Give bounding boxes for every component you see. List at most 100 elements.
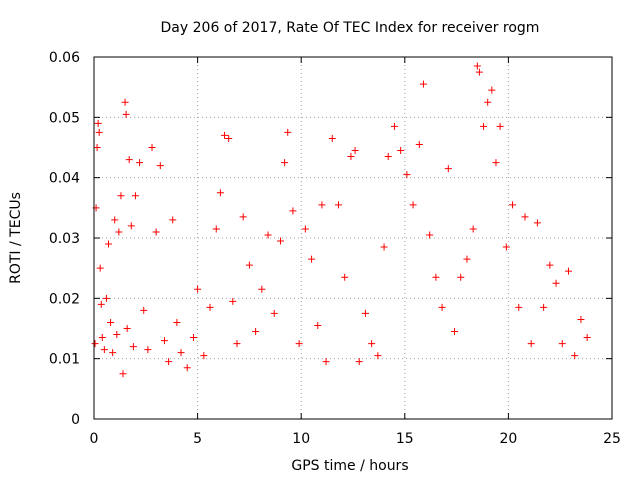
x-tick-label: 20 <box>499 431 517 447</box>
data-point <box>125 156 133 164</box>
data-point <box>341 273 349 281</box>
x-tick-label: 15 <box>396 431 414 447</box>
data-point <box>97 300 105 308</box>
data-point <box>212 225 220 233</box>
data-point <box>432 273 440 281</box>
y-tick-label: 0.06 <box>49 50 80 66</box>
data-point <box>117 192 125 200</box>
data-point <box>571 352 579 360</box>
chart-title: Day 206 of 2017, Rate Of TEC Index for r… <box>161 20 540 36</box>
x-tick-label: 10 <box>292 431 310 447</box>
y-axis-label: ROTI / TECUs <box>8 192 24 284</box>
data-point <box>100 346 108 354</box>
data-point <box>334 201 342 209</box>
data-point <box>113 331 121 339</box>
data-point <box>496 122 504 130</box>
data-point <box>107 318 115 326</box>
data-point <box>390 122 398 130</box>
data-point <box>169 216 177 224</box>
data-point <box>295 340 303 348</box>
data-point <box>318 201 326 209</box>
data-point <box>368 340 376 348</box>
data-point <box>105 240 113 248</box>
data-point <box>129 343 137 351</box>
data-point <box>245 261 253 269</box>
data-point <box>380 243 388 251</box>
data-point <box>233 340 241 348</box>
data-point <box>98 334 106 342</box>
y-tick-label: 0.05 <box>49 110 80 126</box>
data-point <box>156 162 164 170</box>
data-point <box>252 328 260 336</box>
data-point <box>194 285 202 293</box>
data-point <box>351 147 359 155</box>
data-point <box>284 128 292 136</box>
data-point <box>177 349 185 357</box>
data-point <box>492 159 500 167</box>
data-point <box>308 255 316 263</box>
data-point <box>314 321 322 329</box>
data-point <box>322 358 330 366</box>
data-point <box>515 303 523 311</box>
data-point <box>165 358 173 366</box>
data-point <box>96 264 104 272</box>
data-point <box>144 346 152 354</box>
data-point <box>426 231 434 239</box>
data-point <box>160 337 168 345</box>
data-point <box>94 119 102 127</box>
data-points <box>91 62 591 378</box>
data-point <box>229 297 237 305</box>
data-point <box>121 98 129 106</box>
data-point <box>239 213 247 221</box>
data-point <box>577 315 585 323</box>
data-point <box>502 243 510 251</box>
data-point <box>115 228 123 236</box>
y-tick-label: 0 <box>71 412 80 428</box>
data-point <box>281 159 289 167</box>
data-point <box>415 140 423 148</box>
data-point <box>457 273 465 281</box>
data-point <box>533 219 541 227</box>
data-point <box>264 231 272 239</box>
data-point <box>140 306 148 314</box>
data-point <box>131 192 139 200</box>
data-point <box>475 68 483 76</box>
data-point <box>384 153 392 161</box>
data-point <box>564 267 572 275</box>
data-point <box>109 349 117 357</box>
data-point <box>127 222 135 230</box>
x-tick-labels: 0 5 10 15 20 25 <box>90 431 621 447</box>
data-point <box>111 216 119 224</box>
data-point <box>451 328 459 336</box>
data-point <box>558 340 566 348</box>
data-point <box>289 207 297 215</box>
data-point <box>122 110 130 118</box>
data-point <box>438 303 446 311</box>
data-point <box>173 318 181 326</box>
data-point <box>225 134 233 142</box>
data-point <box>463 255 471 263</box>
data-point <box>123 325 131 332</box>
x-tick-label: 5 <box>193 431 202 447</box>
data-point <box>469 225 477 233</box>
data-point <box>361 309 369 317</box>
data-point <box>136 159 144 167</box>
grid-lines <box>94 57 612 419</box>
data-point <box>583 334 591 342</box>
data-point <box>200 352 208 360</box>
x-tick-label: 0 <box>90 431 99 447</box>
data-point <box>328 134 336 142</box>
data-point <box>276 237 284 245</box>
data-point <box>301 225 309 233</box>
y-tick-label: 0.04 <box>49 171 80 187</box>
data-point <box>93 144 101 151</box>
data-point <box>216 189 224 197</box>
data-point <box>403 171 411 179</box>
data-point <box>484 98 492 106</box>
data-point <box>221 131 229 139</box>
x-axis-label: GPS time / hours <box>291 458 408 474</box>
y-tick-label: 0.01 <box>49 352 80 368</box>
data-point <box>270 309 278 317</box>
